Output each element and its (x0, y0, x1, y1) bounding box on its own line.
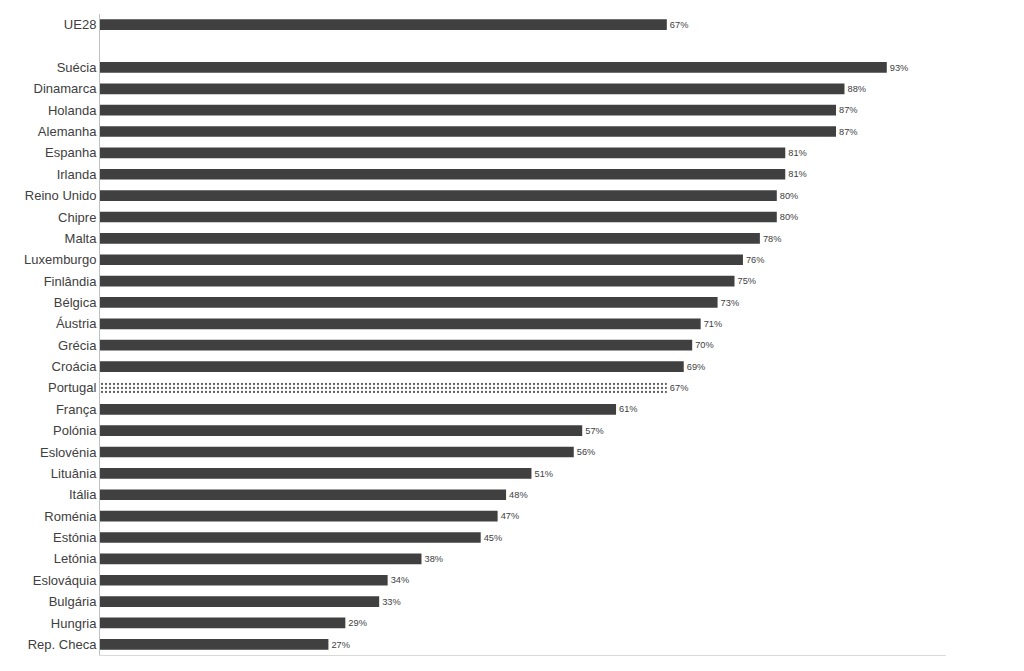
svg-text:81%: 81% (788, 169, 807, 179)
svg-text:57%: 57% (585, 426, 604, 436)
svg-text:Dinamarca: Dinamarca (34, 81, 98, 96)
svg-text:81%: 81% (788, 148, 807, 158)
svg-text:Reino Unido: Reino Unido (25, 188, 97, 203)
svg-text:Malta: Malta (65, 231, 98, 246)
svg-text:78%: 78% (763, 234, 782, 244)
svg-text:Alemanha: Alemanha (38, 124, 97, 139)
svg-text:Áustria: Áustria (56, 316, 97, 331)
svg-text:93%: 93% (890, 63, 909, 73)
svg-text:Bélgica: Bélgica (54, 295, 97, 310)
svg-text:Rep. Checa: Rep. Checa (28, 637, 97, 652)
svg-text:70%: 70% (695, 340, 714, 350)
svg-text:45%: 45% (484, 533, 503, 543)
svg-text:Eslovénia: Eslovénia (40, 445, 97, 460)
svg-text:Espanha: Espanha (45, 145, 97, 160)
svg-text:73%: 73% (721, 298, 740, 308)
svg-text:33%: 33% (382, 597, 401, 607)
svg-text:UE28: UE28 (64, 17, 97, 32)
svg-text:34%: 34% (391, 575, 410, 585)
svg-text:Irlanda: Irlanda (57, 167, 98, 182)
svg-text:Croácia: Croácia (52, 359, 98, 374)
svg-text:75%: 75% (738, 276, 757, 286)
svg-text:29%: 29% (348, 618, 367, 628)
svg-text:Grécia: Grécia (58, 338, 97, 353)
svg-text:80%: 80% (780, 191, 799, 201)
svg-text:Hungria: Hungria (51, 616, 97, 631)
svg-text:Eslováquia: Eslováquia (33, 573, 97, 588)
svg-text:Portugal: Portugal (48, 380, 97, 395)
svg-text:Holanda: Holanda (48, 103, 97, 118)
svg-text:Letónia: Letónia (54, 551, 97, 566)
svg-text:Estónia: Estónia (53, 530, 97, 545)
svg-text:27%: 27% (331, 640, 350, 650)
svg-text:67%: 67% (670, 20, 689, 30)
svg-text:87%: 87% (839, 105, 858, 115)
svg-text:87%: 87% (839, 127, 858, 137)
svg-text:Itália: Itália (69, 487, 97, 502)
svg-text:76%: 76% (746, 255, 765, 265)
svg-text:48%: 48% (509, 490, 528, 500)
svg-text:88%: 88% (847, 84, 866, 94)
svg-text:Lituânia: Lituânia (51, 466, 97, 481)
svg-text:67%: 67% (670, 383, 689, 393)
svg-text:56%: 56% (577, 447, 596, 457)
svg-text:38%: 38% (424, 554, 443, 564)
svg-text:Suécia: Suécia (57, 60, 98, 75)
svg-text:80%: 80% (780, 212, 799, 222)
svg-text:47%: 47% (501, 511, 520, 521)
svg-text:71%: 71% (704, 319, 723, 329)
svg-text:61%: 61% (619, 404, 638, 414)
svg-text:França: França (56, 402, 97, 417)
svg-text:Polónia: Polónia (53, 423, 97, 438)
svg-text:69%: 69% (687, 362, 706, 372)
svg-text:Finlândia: Finlândia (44, 274, 98, 289)
svg-text:Chipre: Chipre (58, 210, 96, 225)
svg-text:51%: 51% (534, 469, 553, 479)
svg-text:Bulgária: Bulgária (49, 594, 97, 609)
svg-text:Luxemburgo: Luxemburgo (24, 252, 96, 267)
svg-text:Roménia: Roménia (44, 509, 97, 524)
